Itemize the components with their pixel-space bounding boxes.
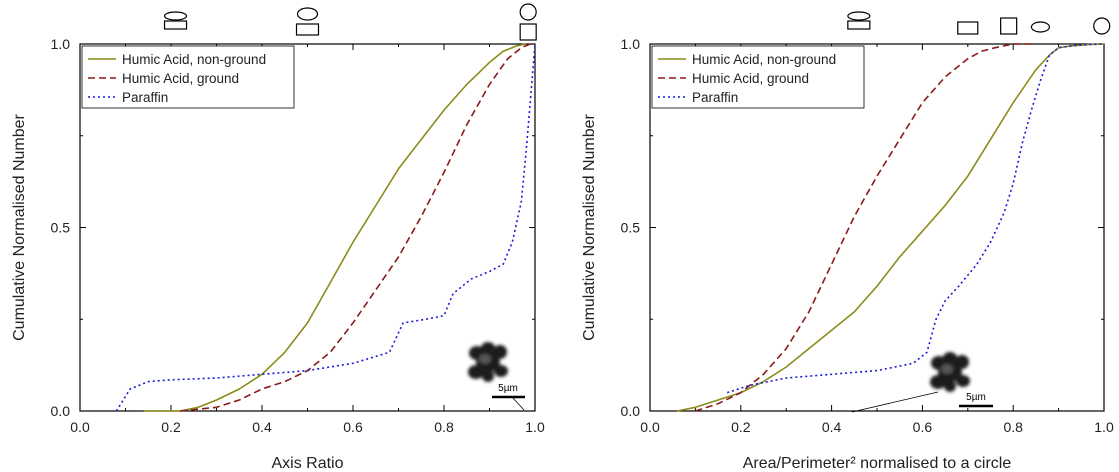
x-tick-label: 0.4 (822, 419, 842, 435)
x-axis-title: Axis Ratio (271, 455, 343, 472)
x-tick-label: 1.0 (525, 419, 545, 435)
y-tick-label: 0.5 (51, 220, 71, 236)
x-tick-label: 0.0 (640, 419, 660, 435)
x-tick-label: 0.4 (252, 419, 272, 435)
y-tick-label: 0.0 (621, 403, 641, 419)
x-tick-label: 0.8 (434, 419, 454, 435)
legend: Humic Acid, non-ground Humic Acid, ground… (651, 45, 865, 109)
series-line-1 (143, 43, 527, 412)
legend-label-2: Humic Acid, ground (122, 71, 239, 86)
x-tick-label: 1.0 (1094, 419, 1114, 435)
y-tick-label: 1.0 (621, 36, 641, 52)
ellipse-icon (847, 11, 871, 21)
legend-label-2: Humic Acid, ground (692, 71, 809, 86)
legend-box (651, 45, 865, 109)
scale-leader-line (511, 396, 525, 411)
legend-box (81, 45, 295, 109)
square-icon (1000, 17, 1018, 35)
series-line-2 (695, 43, 1036, 412)
y-tick-label: 0.5 (621, 220, 641, 236)
ellipse-icon (296, 7, 319, 21)
series-line-1 (677, 43, 1105, 412)
x-tick-label: 0.0 (70, 419, 90, 435)
rect-icon (957, 21, 979, 35)
x-axis-title: Area/Perimeter² normalised to a circle (743, 455, 1012, 472)
scale-bar-label: 5µm (498, 383, 518, 394)
legend-label-1: Humic Acid, non-ground (122, 52, 266, 67)
series-line-2 (180, 43, 531, 412)
circle-icon (519, 3, 537, 21)
x-tick-label: 0.6 (913, 419, 933, 435)
shape-icons (163, 3, 537, 41)
legend-label-3: Paraffin (122, 90, 168, 105)
rect-icon (295, 23, 320, 36)
chart-panel-1: 0.0 0.2 0.4 0.6 0.8 1.0 0.0 0.5 1.0 Axis Ratio Cum… (11, 3, 545, 472)
rect-icon (163, 20, 188, 30)
shape-icons (847, 11, 1111, 35)
scale-leader-line (851, 391, 939, 413)
chart-panel-2: 0.0 0.2 0.4 0.6 0.8 1.0 0.0 0.5 1.0 Area/Perimete… (581, 11, 1114, 472)
x-tick-label: 0.2 (731, 419, 751, 435)
rect-icon (847, 20, 871, 30)
legend: Humic Acid, non-ground Humic Acid, ground… (81, 45, 295, 109)
ellipse-icon (1030, 21, 1051, 33)
legend-label-3: Paraffin (692, 90, 738, 105)
particle-image (468, 342, 508, 382)
x-tick-label: 0.2 (161, 419, 181, 435)
square-icon (519, 23, 537, 41)
ellipse-icon (163, 11, 188, 21)
circle-icon (1093, 17, 1111, 35)
legend-label-1: Humic Acid, non-ground (692, 52, 836, 67)
y-axis-title: Cumulative Normalised Number (11, 113, 28, 340)
x-tick-label: 0.6 (343, 419, 363, 435)
x-tick-label: 0.8 (1003, 419, 1023, 435)
y-tick-label: 1.0 (51, 36, 71, 52)
particle-image (930, 352, 970, 392)
scale-bar-label: 5µm (966, 392, 986, 403)
y-axis-title: Cumulative Normalised Number (581, 113, 598, 340)
y-tick-label: 0.0 (51, 403, 71, 419)
